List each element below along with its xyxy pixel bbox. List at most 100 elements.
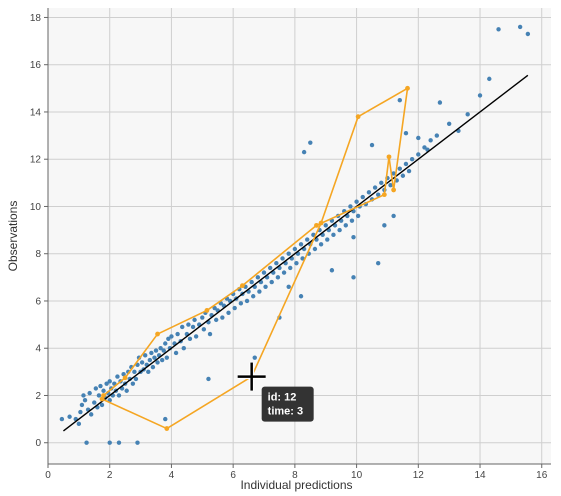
data-point[interactable] <box>351 275 356 280</box>
data-point[interactable] <box>104 381 109 386</box>
data-point[interactable] <box>121 372 126 377</box>
data-point[interactable] <box>251 294 256 299</box>
data-point[interactable] <box>82 398 88 403</box>
data-point[interactable] <box>207 331 213 337</box>
data-point[interactable] <box>149 350 154 356</box>
data-point[interactable] <box>255 275 261 280</box>
data-point[interactable] <box>331 232 336 238</box>
data-point[interactable] <box>163 416 168 422</box>
data-point[interactable] <box>107 440 112 445</box>
data-point[interactable] <box>416 135 421 141</box>
data-point[interactable] <box>318 242 324 247</box>
data-point[interactable] <box>93 386 99 391</box>
data-point[interactable] <box>257 289 262 294</box>
data-point[interactable] <box>403 161 409 167</box>
data-point[interactable] <box>92 400 97 405</box>
data-point[interactable] <box>164 355 170 360</box>
data-point[interactable] <box>89 412 94 417</box>
highlight-point[interactable] <box>391 187 397 193</box>
highlight-point[interactable] <box>386 154 392 160</box>
data-point[interactable] <box>294 260 299 266</box>
data-point[interactable] <box>351 234 356 240</box>
data-point[interactable] <box>325 237 330 242</box>
data-point[interactable] <box>67 414 72 419</box>
data-point[interactable] <box>400 173 406 178</box>
data-point[interactable] <box>87 390 92 396</box>
data-point[interactable] <box>143 353 148 358</box>
highlight-point[interactable] <box>101 393 106 398</box>
data-point[interactable] <box>403 131 409 136</box>
data-point[interactable] <box>348 204 353 209</box>
data-point[interactable] <box>355 213 361 219</box>
data-point[interactable] <box>180 324 185 330</box>
data-point[interactable] <box>252 355 257 360</box>
data-point[interactable] <box>343 223 348 228</box>
data-point[interactable] <box>166 336 171 341</box>
data-point[interactable] <box>159 357 165 363</box>
data-point[interactable] <box>267 265 273 271</box>
data-point[interactable] <box>186 322 191 327</box>
data-point[interactable] <box>388 183 393 188</box>
data-point[interactable] <box>139 360 145 365</box>
data-point[interactable] <box>308 140 313 145</box>
data-point[interactable] <box>369 142 375 148</box>
data-point[interactable] <box>153 348 159 353</box>
highlight-point[interactable] <box>240 283 245 289</box>
highlight-point[interactable] <box>318 220 324 226</box>
data-point[interactable] <box>98 383 103 389</box>
data-point[interactable] <box>116 393 122 398</box>
data-point[interactable] <box>173 350 179 356</box>
data-point[interactable] <box>305 237 310 242</box>
data-point[interactable] <box>200 315 205 320</box>
data-point[interactable] <box>152 355 157 360</box>
data-point[interactable] <box>298 294 304 299</box>
highlight-point[interactable] <box>405 85 410 91</box>
highlight-point[interactable] <box>164 426 170 431</box>
data-point[interactable] <box>437 100 443 105</box>
data-point[interactable] <box>187 336 193 341</box>
data-point[interactable] <box>78 409 83 415</box>
data-point[interactable] <box>163 341 168 346</box>
data-point[interactable] <box>161 348 166 353</box>
data-point[interactable] <box>220 315 225 320</box>
data-point[interactable] <box>124 388 129 393</box>
data-point[interactable] <box>428 138 433 143</box>
highlight-point[interactable] <box>122 375 128 381</box>
data-point[interactable] <box>213 317 219 323</box>
highlight-point[interactable] <box>314 222 319 228</box>
data-point[interactable] <box>181 346 186 351</box>
data-point[interactable] <box>201 327 207 332</box>
data-point[interactable] <box>372 185 378 190</box>
highlight-point[interactable] <box>155 331 160 337</box>
data-point[interactable] <box>130 381 136 386</box>
data-point[interactable] <box>249 279 254 285</box>
data-point[interactable] <box>275 275 281 280</box>
data-point[interactable] <box>406 168 412 174</box>
data-point[interactable] <box>487 76 492 82</box>
data-point[interactable] <box>382 223 387 228</box>
data-point[interactable] <box>261 270 267 275</box>
data-point[interactable] <box>416 152 421 157</box>
data-point[interactable] <box>349 218 355 223</box>
data-point[interactable] <box>409 157 415 162</box>
data-point[interactable] <box>99 402 105 408</box>
data-point[interactable] <box>286 251 291 256</box>
data-point[interactable] <box>397 97 402 103</box>
data-point[interactable] <box>422 145 427 150</box>
data-point[interactable] <box>375 260 381 266</box>
data-point[interactable] <box>329 268 335 273</box>
data-point[interactable] <box>76 421 82 427</box>
data-point[interactable] <box>292 246 298 252</box>
data-point[interactable] <box>190 324 196 330</box>
data-point[interactable] <box>79 402 85 408</box>
data-point[interactable] <box>107 379 112 384</box>
data-point[interactable] <box>192 317 197 323</box>
data-point[interactable] <box>269 279 274 285</box>
data-point[interactable] <box>517 24 523 30</box>
data-point[interactable] <box>84 440 89 445</box>
data-point[interactable] <box>360 194 365 200</box>
data-point[interactable] <box>281 270 287 275</box>
data-point[interactable] <box>274 260 279 266</box>
data-point[interactable] <box>354 199 359 204</box>
data-point[interactable] <box>300 256 305 261</box>
